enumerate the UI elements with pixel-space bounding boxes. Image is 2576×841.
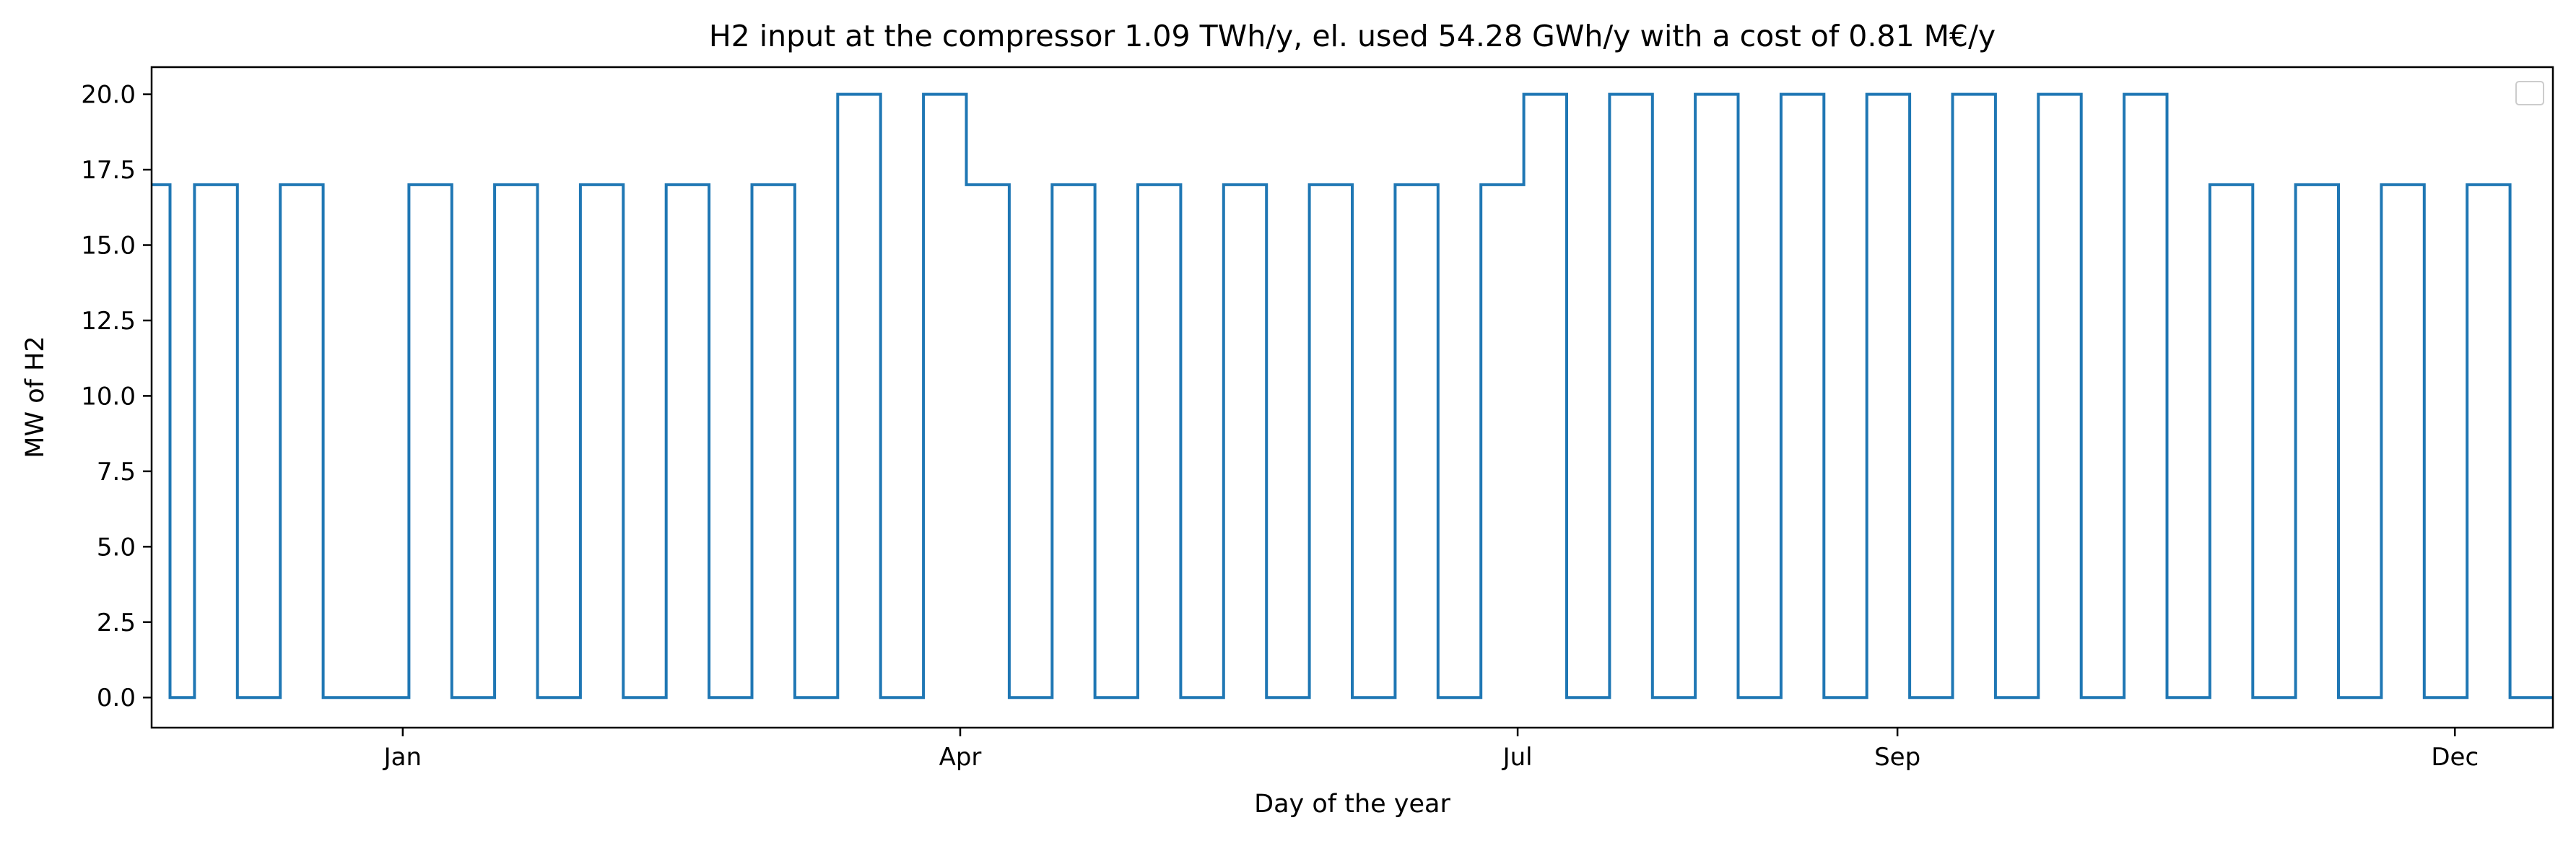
plot-frame <box>150 66 2554 729</box>
series-line-0 <box>152 92 2553 700</box>
axis-layer: 0.0 2.5 5.0 7.5 10.0 12.5 15.0 17.5 20.0 Jan Apr Ju… <box>81 81 2479 772</box>
y-tick-label: 2.5 <box>97 609 136 637</box>
legend-box <box>2515 81 2544 105</box>
y-tick-label: 20.0 <box>81 81 136 110</box>
x-tick-label: Jan <box>383 743 422 772</box>
y-tick-label: 7.5 <box>97 458 136 487</box>
y-axis-label: MW of H2 <box>21 336 50 458</box>
x-axis-label: Day of the year <box>1254 790 1450 819</box>
x-tick-label: Apr <box>939 743 982 772</box>
y-tick-label: 10.0 <box>81 382 136 411</box>
y-tick-label: 12.5 <box>81 307 136 336</box>
y-tick-label: 15.0 <box>81 232 136 261</box>
y-tick-label: 0.0 <box>97 684 136 713</box>
chart-title: H2 input at the compressor 1.09 TWh/y, e… <box>709 19 1996 53</box>
x-tick-label: Dec <box>2431 743 2479 772</box>
y-tick-label: 17.5 <box>81 156 136 185</box>
series-layer <box>152 92 2553 700</box>
x-tick-label: Sep <box>1874 743 1920 772</box>
x-tick-label: Jul <box>1502 743 1533 772</box>
y-tick-label: 5.0 <box>97 533 136 562</box>
